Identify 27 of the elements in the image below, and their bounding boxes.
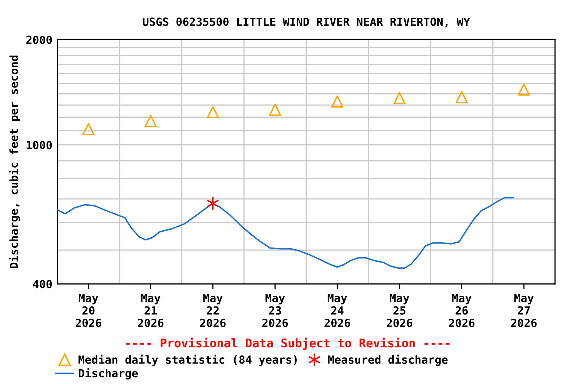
- line-series: [58, 197, 514, 270]
- point: [331, 96, 344, 108]
- legend-label: Discharge: [79, 368, 138, 380]
- y-tick-label: 2000: [26, 36, 52, 44]
- x-tick-label: May 22 2026: [200, 294, 226, 328]
- point: [269, 104, 282, 116]
- x-tick-label: May 27 2026: [511, 294, 537, 328]
- legend-label: Median daily statistic (84 years): [78, 354, 297, 366]
- x-tick-label: May 20 2026: [76, 294, 102, 328]
- chart-title: USGS 06235500 LITTLE WIND RIVER NEAR RIVERTON, WY: [143, 18, 470, 28]
- point: [518, 84, 530, 96]
- x-tick-label: May 25 2026: [386, 294, 413, 328]
- text: ---- Provisional Data Subject to Revision ----: [126, 338, 450, 350]
- x-tick-label: May 26 2026: [449, 294, 475, 328]
- point: [82, 123, 95, 136]
- x-tick-label: May 23 2026: [262, 294, 288, 328]
- y-axis-title: Discharge, cubic feet per second: [9, 56, 20, 268]
- point: [394, 92, 406, 105]
- point: [456, 91, 468, 104]
- point: [144, 115, 157, 128]
- point: [207, 197, 219, 210]
- y-tick-label: 1000: [27, 141, 52, 150]
- x-tick-label: May 21 2026: [138, 294, 164, 328]
- point: [207, 106, 220, 119]
- legend-label: Measured discharge: [328, 354, 448, 366]
- y-tick-label: 400: [33, 280, 52, 289]
- x-tick-label: May 24 2026: [324, 294, 350, 328]
